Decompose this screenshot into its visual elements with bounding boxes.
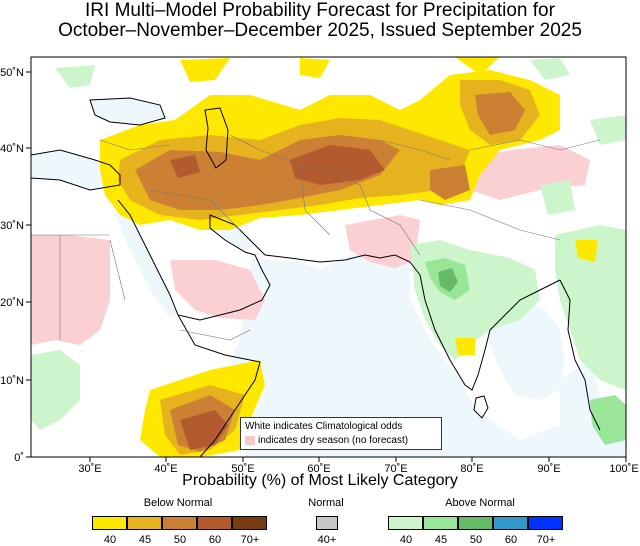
above-normal-se-asia	[555, 225, 626, 390]
y-tick-label: 20˚N	[0, 297, 24, 309]
legend-swatch-above-50	[458, 516, 493, 530]
above-normal-africa	[31, 350, 80, 430]
x-tick-label: 30˚E	[78, 463, 101, 475]
dry-season-swatch	[245, 435, 255, 445]
legend-swatch-above-45	[423, 516, 458, 530]
legend-swatch-above-40	[388, 516, 423, 530]
coastline-sri-lanka	[473, 395, 489, 419]
above-normal-north	[55, 58, 626, 215]
dry-season-africa	[31, 235, 110, 345]
legend-tick-label: 60	[504, 534, 518, 546]
map-note-box: White indicates Climatological odds indi…	[240, 417, 442, 450]
note-dry-season-row: indicates dry season (no forecast)	[245, 434, 437, 448]
y-tick-label: 0˚	[14, 452, 24, 464]
legend-tick-label: 60	[208, 534, 222, 546]
country-borders	[31, 134, 601, 341]
legend-subtitle: Probability (%) of Most Likely Category	[182, 472, 458, 489]
legend-tick-label: 40	[103, 534, 117, 546]
legend-swatch-above-70	[528, 516, 563, 530]
legend-tick-label: 50	[469, 534, 483, 546]
y-tick-label: 30˚N	[0, 220, 24, 232]
legend-swatch-normal-40	[316, 516, 338, 530]
coastline-iran-pakistan	[264, 254, 421, 276]
x-tick-label: 40˚E	[154, 463, 177, 475]
dry-season-indus	[345, 215, 420, 268]
map-frame	[30, 56, 627, 458]
y-tick-label: 50˚N	[0, 67, 24, 79]
above-normal-se-asia-45	[590, 395, 626, 445]
legend-tick-label: 40	[399, 534, 413, 546]
legend-swatch-below-70	[232, 516, 267, 530]
x-tick-label: 60˚E	[307, 463, 330, 475]
legend-tick-label: 45	[138, 534, 152, 546]
x-tick-label: 90˚E	[537, 463, 560, 475]
legend-normal-label: Normal	[308, 497, 344, 509]
coastline-black-sea	[89, 97, 166, 126]
x-tick-label: 70˚E	[384, 463, 407, 475]
arabian-sea	[230, 250, 626, 457]
coastline-arabia	[117, 199, 271, 321]
coastline-caspian	[204, 107, 229, 169]
mediterranean	[31, 150, 120, 190]
x-tick-label: 80˚E	[460, 463, 483, 475]
dry-season-arabia	[170, 260, 265, 320]
legend-swatch-below-50	[162, 516, 197, 530]
y-axis-ticks	[26, 71, 31, 458]
red-sea	[115, 200, 178, 318]
y-tick-label: 40˚N	[0, 143, 24, 155]
coastline-india	[419, 274, 561, 391]
above-normal-india-50	[438, 268, 458, 292]
y-tick-label: 10˚N	[0, 375, 24, 387]
below-normal-tajik-50	[430, 165, 470, 200]
map-title-line1: IRI Multi–Model Probability Forecast for…	[85, 0, 555, 21]
black-sea	[90, 98, 165, 125]
note-climatological: White indicates Climatological odds	[245, 421, 403, 432]
below-normal-east-africa-60	[180, 410, 228, 450]
x-tick-label: 100˚E	[609, 463, 638, 475]
x-axis-ticks	[89, 457, 627, 462]
legend-tick-label: 70+	[536, 534, 556, 546]
map-title-line2: October–November–December 2025, Issued S…	[58, 20, 582, 41]
legend-tick-label: 45	[434, 534, 448, 546]
legend-swatch-below-45	[127, 516, 162, 530]
below-normal-north-40	[180, 57, 500, 82]
legend-swatch-below-60	[197, 516, 232, 530]
below-normal-india-40	[455, 240, 598, 355]
legend-swatch-above-60	[493, 516, 528, 530]
legend-tick-label: 50	[173, 534, 187, 546]
coastline-myanmar	[559, 279, 601, 431]
note-dry-season: indicates dry season (no forecast)	[258, 435, 409, 446]
legend-below-normal-label: Below Normal	[143, 497, 213, 509]
legend-swatch-below-40	[92, 516, 127, 530]
below-normal-band-60	[170, 145, 385, 185]
legend-above-normal-label: Above Normal	[445, 497, 515, 509]
below-normal-mongolia-50	[475, 92, 525, 135]
coastline-africa	[177, 314, 261, 457]
coastline-mediterranean	[31, 149, 121, 191]
legend-tick-label: 40+	[317, 534, 337, 546]
x-tick-label: 50˚E	[231, 463, 254, 475]
legend-tick-label: 70+	[240, 534, 260, 546]
